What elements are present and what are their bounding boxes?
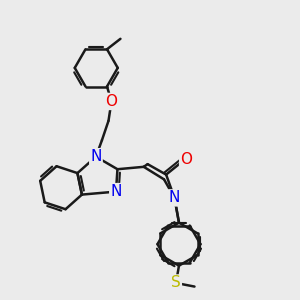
Text: S: S [171, 275, 181, 290]
Text: N: N [110, 184, 122, 199]
Text: N: N [169, 190, 180, 206]
Text: O: O [106, 94, 118, 109]
Text: N: N [90, 149, 102, 164]
Text: O: O [180, 152, 192, 166]
